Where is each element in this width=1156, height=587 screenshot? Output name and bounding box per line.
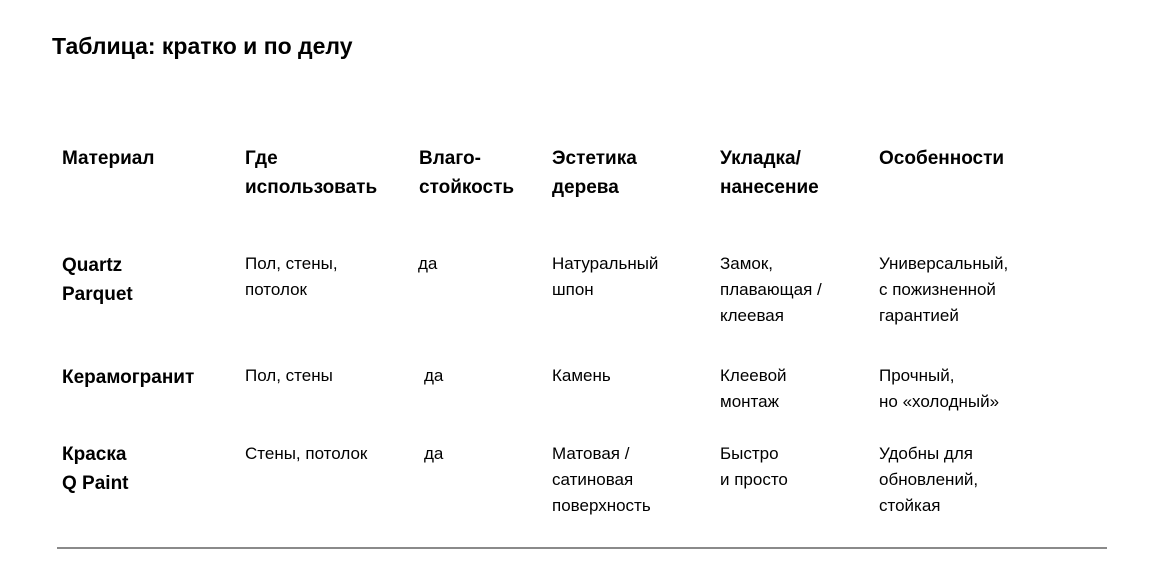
column-header-install: Укладка/ нанесение xyxy=(720,148,819,198)
aesthetics-cell: Натуральный шпон xyxy=(552,254,659,299)
where-cell: Стены, потолок xyxy=(245,444,368,463)
column-header-material: Материал xyxy=(62,148,155,169)
bottom-divider xyxy=(57,547,1107,549)
where-cell: Пол, стены, потолок xyxy=(245,254,338,299)
install-cell: Клеевой монтаж xyxy=(720,366,787,411)
moisture-cell: да xyxy=(424,444,444,463)
moisture-cell: да xyxy=(418,254,438,273)
column-header-where: Где использовать xyxy=(245,148,378,198)
aesthetics-cell: Камень xyxy=(552,366,611,385)
install-cell: Замок, плавающая / клеевая xyxy=(720,254,822,325)
material-cell: Quartz Parquet xyxy=(62,255,133,305)
features-cell: Удобны для обновлений, стойкая xyxy=(879,444,979,515)
install-cell: Быстро и просто xyxy=(720,444,788,489)
features-cell: Универсальный, с пожизненной гарантией xyxy=(879,254,1009,325)
moisture-cell: да xyxy=(424,366,444,385)
aesthetics-cell: Матовая / сатиновая поверхность xyxy=(552,444,651,515)
column-header-aesthetics: Эстетика дерева xyxy=(552,148,637,198)
where-cell: Пол, стены xyxy=(245,366,333,385)
material-cell: Краска Q Paint xyxy=(62,444,129,494)
column-header-moisture: Влаго- стойкость xyxy=(419,148,515,198)
page-title: Таблица: кратко и по делу xyxy=(52,33,353,59)
column-header-features: Особенности xyxy=(879,148,1005,169)
features-cell: Прочный, но «холодный» xyxy=(879,366,1000,411)
material-cell: Керамогранит xyxy=(62,367,195,388)
